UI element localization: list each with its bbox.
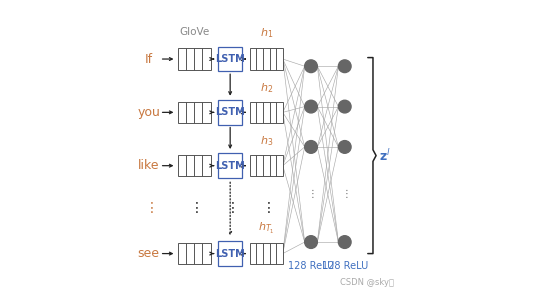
Text: $h_2$: $h_2$ (260, 81, 273, 95)
Text: $\vdots$: $\vdots$ (261, 200, 271, 215)
Bar (178, 48, 211, 70)
Text: see: see (138, 247, 160, 260)
Text: you: you (137, 106, 160, 119)
Bar (218, 153, 243, 178)
Text: LSTM: LSTM (216, 54, 245, 64)
Circle shape (338, 141, 351, 153)
Bar (178, 243, 211, 265)
Bar (250, 48, 283, 70)
Text: $\vdots$: $\vdots$ (341, 187, 348, 200)
Text: $\vdots$: $\vdots$ (307, 187, 315, 200)
Bar (178, 155, 211, 176)
Text: If: If (145, 53, 153, 65)
Bar (218, 241, 243, 266)
Text: LSTM: LSTM (216, 161, 245, 171)
Circle shape (305, 60, 317, 72)
Bar (250, 102, 283, 123)
Bar (250, 155, 283, 176)
Text: 128 ReLU: 128 ReLU (288, 261, 334, 271)
Text: $h_{T_1}$: $h_{T_1}$ (258, 221, 275, 236)
Circle shape (305, 141, 317, 153)
Text: 128 ReLU: 128 ReLU (322, 261, 368, 271)
Text: GloVe: GloVe (179, 27, 209, 37)
Text: $\vdots$: $\vdots$ (144, 200, 153, 215)
Text: $\vdots$: $\vdots$ (225, 200, 235, 215)
Text: LSTM: LSTM (216, 107, 245, 117)
Text: LSTM: LSTM (216, 249, 245, 259)
Bar (178, 102, 211, 123)
Circle shape (305, 100, 317, 113)
Circle shape (338, 60, 351, 72)
Circle shape (305, 236, 317, 249)
Circle shape (338, 236, 351, 249)
Text: $\mathbf{z}^l$: $\mathbf{z}^l$ (379, 148, 391, 164)
Text: $h_1$: $h_1$ (260, 26, 273, 40)
Bar (218, 100, 243, 125)
Bar (218, 47, 243, 71)
Circle shape (338, 100, 351, 113)
Text: $\vdots$: $\vdots$ (189, 200, 199, 215)
Text: like: like (138, 159, 160, 172)
Text: $h_3$: $h_3$ (259, 134, 273, 148)
Bar (250, 243, 283, 265)
Text: CSDN @sky赞: CSDN @sky赞 (340, 278, 394, 287)
